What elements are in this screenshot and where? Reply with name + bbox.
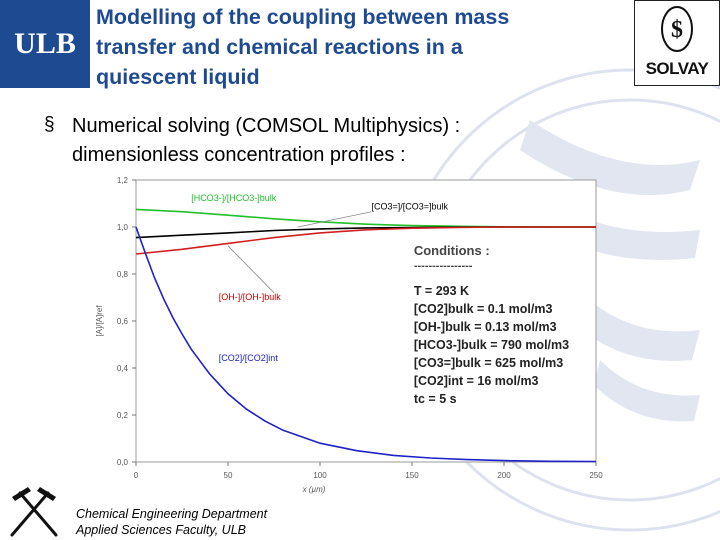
slide-title: Modelling of the coupling between mass t… <box>96 2 616 92</box>
solvay-emblem-icon: $ <box>661 6 693 52</box>
x-tick-label: 100 <box>313 471 327 480</box>
y-tick-label: 0,0 <box>117 458 129 467</box>
x-tick-label: 50 <box>224 471 233 480</box>
footer-faculty: Applied Sciences Faculty, ULB <box>76 523 246 537</box>
y-tick-label: 1,0 <box>117 223 129 232</box>
svg-text:$: $ <box>671 17 683 43</box>
series-label-1: [HCO3-]/[HCO3-]bulk <box>191 193 277 203</box>
condition-line: T = 293 K <box>414 284 469 298</box>
ulb-logo: ULB <box>0 0 90 88</box>
title-line-1: Modelling of the coupling between mass <box>96 5 510 29</box>
bullet-marker: § <box>44 114 55 135</box>
bullet-line-2: dimensionless concentration profiles : <box>72 144 406 166</box>
bullet-text: Numerical solving (COMSOL Multiphysics) … <box>72 112 672 170</box>
series-label-leader <box>227 245 275 294</box>
condition-line: [OH-]bulk = 0.13 mol/m3 <box>414 320 557 334</box>
title-line-2: transfer and chemical reactions in a <box>96 35 463 59</box>
solvay-logo: $ SOLVAY <box>634 0 720 86</box>
footer-department: Chemical Engineering Department <box>76 507 268 521</box>
series-line-3 <box>135 226 596 255</box>
x-tick-label: 0 <box>134 471 139 480</box>
condition-line: tc = 5 s <box>414 392 457 406</box>
condition-line: [HCO3-]bulk = 790 mol/m3 <box>414 338 569 352</box>
series-line-4 <box>135 226 597 463</box>
series-label-2: [CO3=]/[CO3=]bulk <box>372 201 449 211</box>
y-tick-label: 0,6 <box>117 317 129 326</box>
y-tick-label: 1,2 <box>117 176 129 185</box>
condition-line: [CO2]int = 16 mol/m3 <box>414 374 539 388</box>
x-tick-label: 250 <box>589 471 603 480</box>
series-label-3: [OH-]/[OH-]bulk <box>219 292 282 302</box>
condition-line: [CO3=]bulk = 625 mol/m3 <box>414 356 563 370</box>
crossed-hammers-icon <box>10 487 58 537</box>
conditions-underline: ---------------- <box>414 260 473 272</box>
bullet-line-1: Numerical solving (COMSOL Multiphysics) … <box>72 115 461 137</box>
x-tick-label: 200 <box>497 471 511 480</box>
y-tick-label: 0,4 <box>117 364 129 373</box>
solvay-wordmark: SOLVAY <box>645 59 709 78</box>
y-tick-label: 0,8 <box>117 270 129 279</box>
y-axis-label: [A]/[A]ref <box>95 305 104 337</box>
series-label-4: [CO2]/[CO2]int <box>219 353 279 363</box>
title-line-3: quiescent liquid <box>96 65 260 89</box>
condition-line: [CO2]bulk = 0.1 mol/m3 <box>414 302 553 316</box>
ulb-logo-text: ULB <box>14 27 76 60</box>
concentration-profile-chart: 0,0 0,2 0,4 0,6 0,8 1,0 1,2 0 50 100 150 200 250 x (µ… <box>95 176 603 494</box>
conditions-heading: Conditions : <box>414 243 490 258</box>
footer: Chemical Engineering Department Applied … <box>76 506 267 538</box>
y-tick-label: 0,2 <box>117 411 129 420</box>
x-axis-label: x (µm) <box>302 485 326 494</box>
series-label-leader <box>297 211 372 228</box>
x-tick-label: 150 <box>405 471 419 480</box>
